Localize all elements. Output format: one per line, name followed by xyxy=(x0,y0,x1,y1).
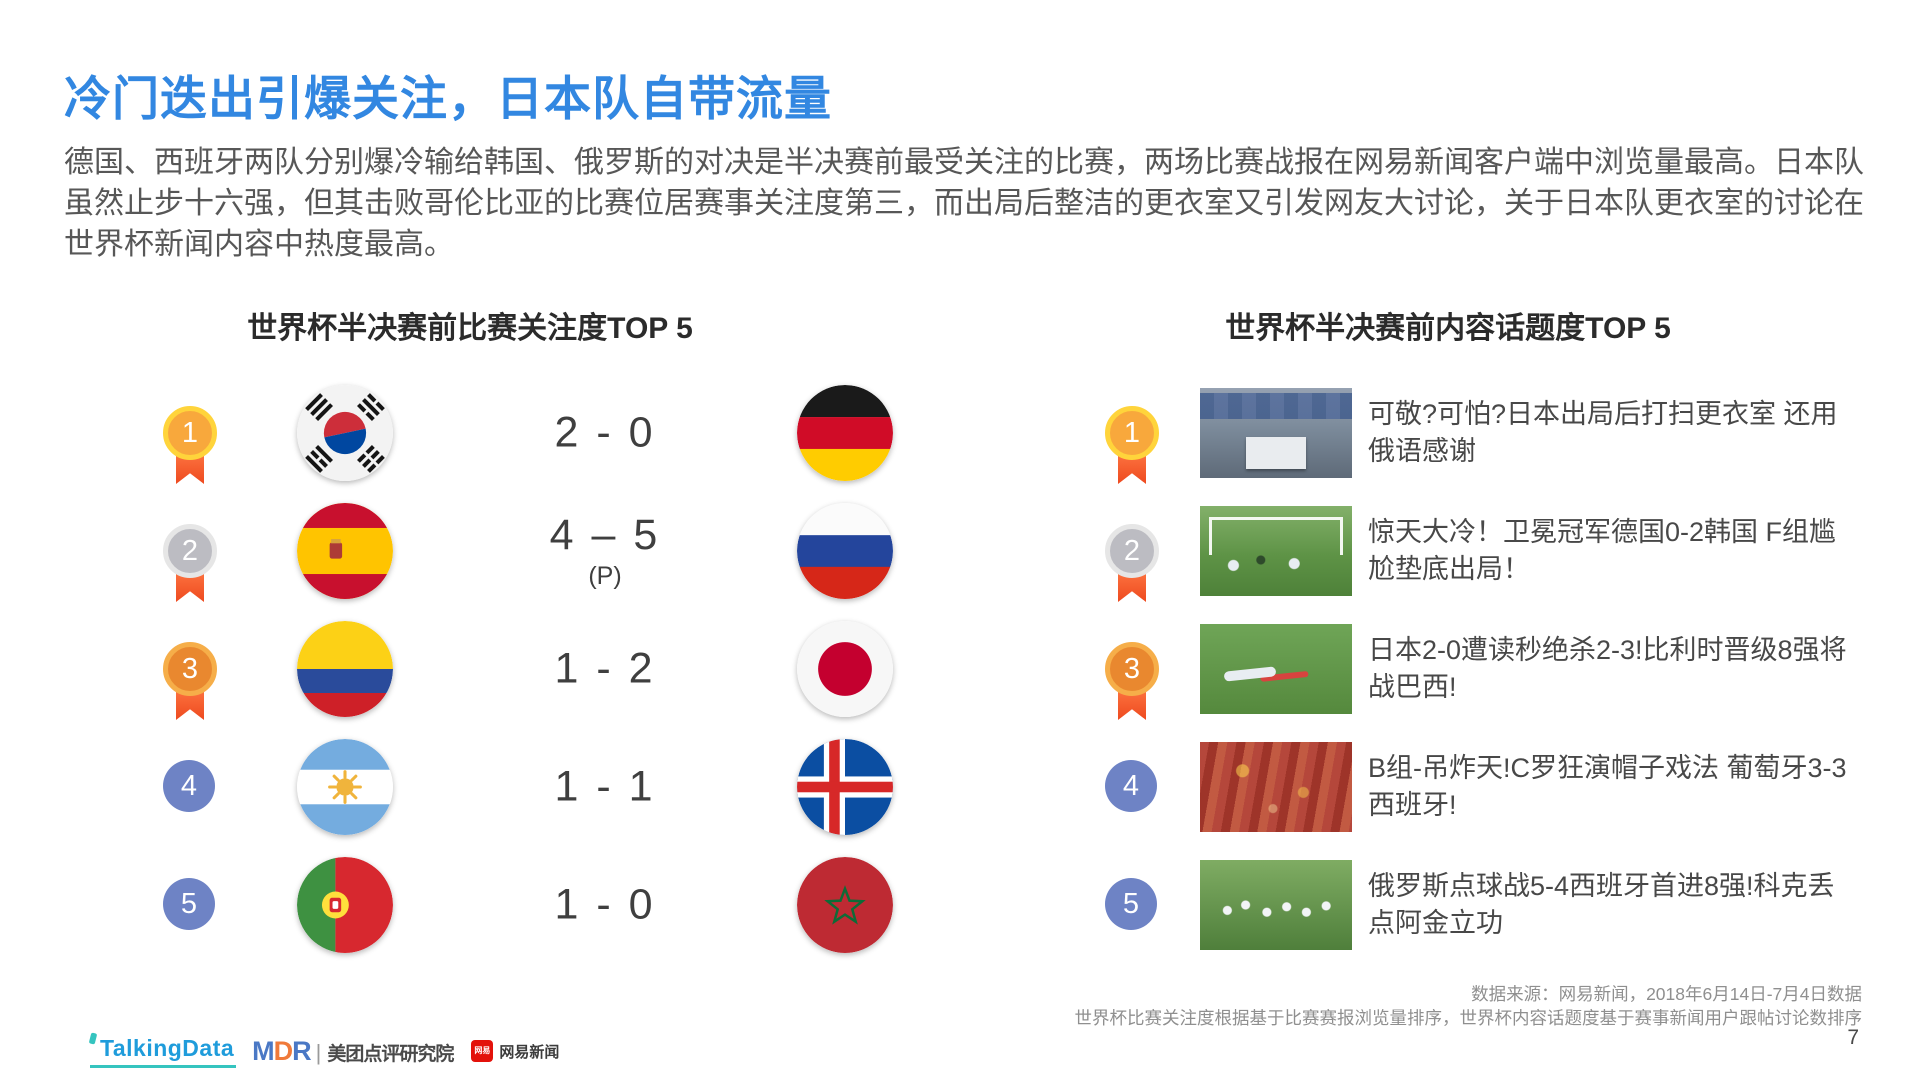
talkingdata-logo: TalkingData xyxy=(88,1031,237,1068)
rank-3-medal: 3 xyxy=(163,642,217,720)
news-row: 2 惊天大冷！卫冕冠军德国0-2韩国 F组尴尬垫底出局！ xyxy=(1058,492,1858,610)
match-score: 1 - 0 xyxy=(505,881,705,930)
rank-1-medal: 1 xyxy=(163,406,217,484)
medal-circle: 5 xyxy=(1105,878,1157,930)
mdr-letter: D xyxy=(273,1035,293,1066)
content-topic-top5-list: 1 可敬?可怕?日本出局后打扫更衣室 还用俄语感谢 2 惊天大冷！卫冕冠军德国0-2韩… xyxy=(1058,374,1858,964)
rank-3-medal: 3 xyxy=(1105,642,1159,720)
talkingdata-wordmark-text: TalkingData xyxy=(100,1034,235,1061)
news-thumbnail-red-crowd xyxy=(1200,742,1352,832)
intro-paragraph: 德国、西班牙两队分别爆冷输给韩国、俄罗斯的对决是半决赛前最受关注的比赛，两场比赛… xyxy=(64,146,1864,261)
left-panel-heading: 世界杯半决赛前比赛关注度TOP 5 xyxy=(247,312,693,345)
mdr-mark: MDR xyxy=(252,1036,311,1066)
netease-label: 网易新闻 xyxy=(499,1043,560,1061)
match-score: 4 – 5 (P) xyxy=(505,511,705,591)
news-row: 3 日本2-0遭读秒绝杀2-3!比利时晋级8强将战巴西! xyxy=(1058,610,1858,728)
news-thumbnail-goal-scene xyxy=(1200,506,1352,596)
netease-badge-icon: 网易 xyxy=(471,1040,494,1062)
medal-circle: 4 xyxy=(1105,760,1157,812)
netease-news-logo: 网易 网易新闻 xyxy=(471,1040,559,1062)
rank-number: 2 xyxy=(1123,534,1141,567)
match-score: 2 - 0 xyxy=(505,409,705,458)
match-row: 3 1 - 2 xyxy=(130,610,910,728)
news-thumbnail-player-on-pitch xyxy=(1200,624,1352,714)
penalty-note: (P) xyxy=(588,562,622,590)
meituan-dianping-research-logo: MDR | 美团点评研究院 xyxy=(252,1036,454,1067)
match-row: 1 2 - 0 xyxy=(130,374,910,492)
data-source-line1: 数据来源：网易新闻，2018年6月14日-7月4日数据 xyxy=(1471,984,1862,1004)
rank-4-medal: 4 xyxy=(163,760,217,814)
page-number: 7 xyxy=(1847,1026,1859,1049)
score-text: 1 - 2 xyxy=(554,644,656,693)
flag-russia xyxy=(797,503,893,599)
rank-number: 5 xyxy=(1122,887,1140,920)
score-text: 1 - 0 xyxy=(554,880,656,929)
match-row: 2 4 – 5 (P) xyxy=(130,492,910,610)
flag-spain xyxy=(297,503,393,599)
score-text: 4 – 5 xyxy=(549,511,661,559)
rank-number: 1 xyxy=(181,416,199,449)
news-row: 5 俄罗斯点球战5-4西班牙首进8强!科克丢点阿金立功 xyxy=(1058,846,1858,964)
flag-iceland xyxy=(797,739,893,835)
flag-germany xyxy=(797,385,893,481)
rank-number: 3 xyxy=(1123,652,1141,685)
flag-colombia xyxy=(297,621,393,717)
medal-circle: 2 xyxy=(1105,524,1159,578)
rank-4-medal: 4 xyxy=(1105,760,1159,814)
news-thumbnail-locker-room xyxy=(1200,388,1352,478)
talkingdata-tick-icon xyxy=(88,1031,98,1045)
right-panel-heading: 世界杯半决赛前内容话题度TOP 5 xyxy=(1225,312,1671,345)
medal-circle: 2 xyxy=(163,524,217,578)
news-headline: B组-吊炸天!C罗狂演帽子戏法 葡萄牙3-3西班牙! xyxy=(1368,753,1847,820)
logo-divider: | xyxy=(315,1039,322,1065)
medal-circle: 1 xyxy=(1105,406,1159,460)
medal-circle: 3 xyxy=(163,642,217,696)
rank-2-medal: 2 xyxy=(163,524,217,602)
news-thumbnail-team-celebration xyxy=(1200,860,1352,950)
flag-argentina xyxy=(297,739,393,835)
flag-portugal xyxy=(297,857,393,953)
flag-south-korea xyxy=(297,385,393,481)
match-score: 1 - 2 xyxy=(505,645,705,694)
medal-circle: 1 xyxy=(163,406,217,460)
rank-2-medal: 2 xyxy=(1105,524,1159,602)
rank-number: 4 xyxy=(180,769,198,802)
news-row: 1 可敬?可怕?日本出局后打扫更衣室 还用俄语感谢 xyxy=(1058,374,1858,492)
mdr-label: 美团点评研究院 xyxy=(327,1043,454,1065)
match-row: 4 1 - 1 xyxy=(130,728,910,846)
medal-circle: 4 xyxy=(163,760,215,812)
medal-circle: 5 xyxy=(163,878,215,930)
footer-logos: TalkingData MDR | 美团点评研究院 网易 网易新闻 xyxy=(88,1031,559,1068)
rank-number: 3 xyxy=(181,652,199,685)
data-source-line2: 世界杯比赛关注度根据基于比赛赛报浏览量排序，世界杯内容话题度基于赛事新闻用户跟帖… xyxy=(1074,1008,1863,1028)
match-score: 1 - 1 xyxy=(505,763,705,812)
flag-japan xyxy=(797,621,893,717)
news-headline: 俄罗斯点球战5-4西班牙首进8强!科克丢点阿金立功 xyxy=(1368,871,1835,938)
rank-number: 2 xyxy=(181,534,199,567)
rank-5-medal: 5 xyxy=(1105,878,1159,932)
mdr-letter: M xyxy=(252,1035,274,1066)
data-source-note: 数据来源：网易新闻，2018年6月14日-7月4日数据 世界杯比赛关注度根据基于… xyxy=(1075,982,1863,1030)
score-text: 1 - 1 xyxy=(554,762,656,811)
medal-circle: 3 xyxy=(1105,642,1159,696)
rank-number: 4 xyxy=(1122,769,1140,802)
news-row: 4 B组-吊炸天!C罗狂演帽子戏法 葡萄牙3-3西班牙! xyxy=(1058,728,1858,846)
score-text: 2 - 0 xyxy=(554,408,656,457)
news-headline: 日本2-0遭读秒绝杀2-3!比利时晋级8强将战巴西! xyxy=(1368,635,1847,702)
match-row: 5 1 - 0 xyxy=(130,846,910,964)
news-headline: 可敬?可怕?日本出局后打扫更衣室 还用俄语感谢 xyxy=(1368,399,1838,466)
rank-5-medal: 5 xyxy=(163,878,217,932)
mdr-letter: R xyxy=(292,1035,311,1066)
page-title: 冷门迭出引爆关注，日本队自带流量 xyxy=(64,72,832,125)
news-headline: 惊天大冷！卫冕冠军德国0-2韩国 F组尴尬垫底出局！ xyxy=(1368,517,1837,584)
rank-number: 1 xyxy=(1123,416,1141,449)
rank-1-medal: 1 xyxy=(1105,406,1159,484)
rank-number: 5 xyxy=(180,887,198,920)
match-attention-top5-list: 1 2 - 0 2 4 – 5 (P) 3 1 - 2 4 1 - 1 5 1 - 0 xyxy=(130,374,910,964)
flag-morocco xyxy=(797,857,893,953)
